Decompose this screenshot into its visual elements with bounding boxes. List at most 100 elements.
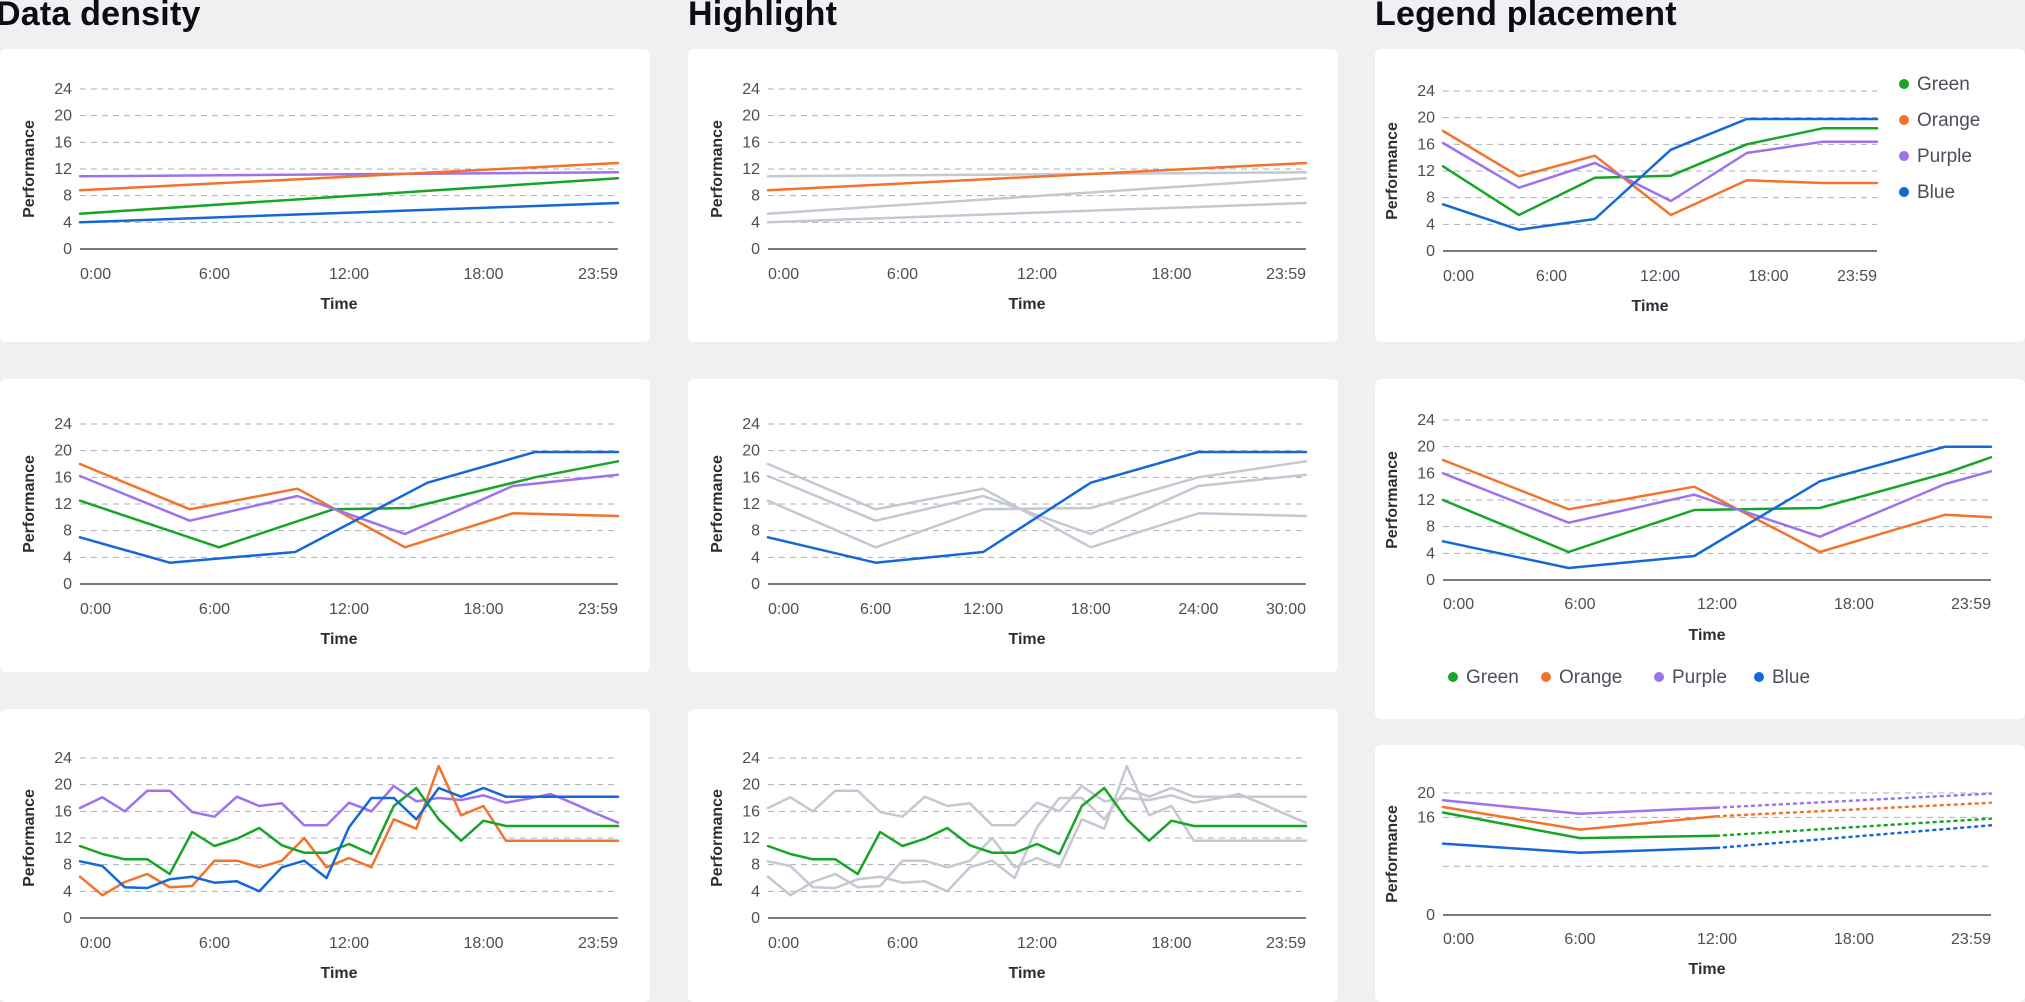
x-tick-label: 0:00 [80,601,111,618]
x-axis-title: Time [320,296,357,313]
y-tick-label: 12 [54,161,72,178]
x-tick-label: 12:00 [329,266,369,283]
x-tick-label: 0:00 [768,601,799,618]
y-tick-label: 12 [742,161,760,178]
x-tick-label: 0:00 [768,935,799,952]
y-tick-label: 16 [54,134,72,151]
y-tick-label: 20 [742,443,760,460]
x-tick-label: 18:00 [1834,931,1874,948]
chart-card-legend-side: 0 4 8 12 16 20 24 0:00 6:00 12:00 18:00 23:59 Time Pe… [1375,49,2025,342]
x-tick-label: 12:00 [1697,596,1737,613]
y-axis-title: Performance [21,455,38,553]
x-tick-label: 12:00 [1640,268,1680,285]
y-tick-label: 16 [1417,809,1435,826]
x-tick-label: 18:00 [1071,601,1111,618]
series-line-green [78,460,620,549]
chart-card-highlight-high: 0 4 8 12 16 20 24 0:00 6:00 12:00 18:00 23:59 Time Pe… [688,709,1338,1002]
legend-item-purple[interactable]: Purple [1654,667,1727,689]
chart-card-data-density-high: 0 4 8 12 16 20 24 0:00 6:00 12:00 18:00 23:59 Time Pe… [0,709,650,1002]
y-tick-label: 24 [54,750,72,767]
y-tick-label: 20 [1417,110,1435,127]
y-tick-label: 8 [751,523,760,540]
green-dot-icon [1448,671,1458,682]
legend-item-blue[interactable]: Blue [1899,182,1955,204]
series-line-orange [766,764,1308,897]
y-tick-label: 16 [742,803,760,820]
y-tick-label: 24 [742,750,760,767]
column-title-data-density: Data density [0,0,201,33]
legend-item-orange[interactable]: Orange [1899,110,1980,132]
y-tick-label: 0 [751,576,760,593]
green-dot-icon [1899,78,1909,89]
legend-item-green[interactable]: Green [1448,667,1519,689]
series-line-blue [766,450,1308,564]
x-tick-label: 18:00 [1834,596,1874,613]
legend-item-orange[interactable]: Orange [1541,667,1622,689]
x-tick-label: 6:00 [860,601,891,618]
orange-dot-icon [1541,671,1551,682]
x-tick-label: 18:00 [1748,268,1788,285]
line-chart-data-density-high: 0 4 8 12 16 20 24 0:00 6:00 12:00 18:00 23:59 Time Pe… [21,750,620,982]
y-tick-label: 0 [63,576,72,593]
y-tick-label: 24 [742,416,760,433]
y-tick-label: 12 [1417,163,1435,180]
column-title-highlight: Highlight [688,0,838,33]
series-line-green [766,177,1308,215]
y-tick-label: 8 [63,188,72,205]
legend-item-green[interactable]: Green [1899,74,1970,96]
x-tick-label: 23:59 [578,601,618,618]
y-tick-label: 20 [742,777,760,794]
y-tick-label: 4 [1426,545,1435,562]
x-tick-label: 0:00 [1443,268,1474,285]
y-tick-label: 0 [1426,907,1435,924]
x-tick-label: 6:00 [1564,931,1595,948]
y-tick-label: 0 [1426,572,1435,589]
y-axis-title: Performance [1384,122,1401,220]
y-tick-label: 4 [751,549,760,566]
legend-label: Green [1466,667,1519,688]
series-projection-green [1715,817,1993,837]
y-tick-label: 4 [751,883,760,900]
x-tick-label: 12:00 [1697,931,1737,948]
x-tick-label: 30:00 [1266,601,1306,618]
series-projection-blue [1715,824,1993,850]
y-tick-label: 12 [742,830,760,847]
y-tick-label: 16 [54,803,72,820]
x-tick-label: 6:00 [887,935,918,952]
x-tick-label: 18:00 [463,601,503,618]
y-tick-label: 0 [63,910,72,927]
y-tick-label: 20 [54,777,72,794]
y-tick-label: 20 [1417,785,1435,802]
legend-label: Orange [1917,110,1981,131]
blue-dot-icon [1754,671,1764,682]
y-tick-label: 8 [63,857,72,874]
y-tick-label: 4 [63,214,72,231]
y-tick-label: 0 [1426,243,1435,260]
x-axis-title: Time [1631,298,1668,315]
legend-item-purple[interactable]: Purple [1899,146,1972,168]
legend-item-blue[interactable]: Blue [1754,667,1810,689]
series-line-blue [78,450,620,564]
x-axis-title: Time [1008,965,1045,982]
legend-label: Orange [1559,667,1623,688]
y-tick-label: 12 [54,830,72,847]
x-tick-label: 23:59 [578,935,618,952]
y-axis-title: Performance [709,120,726,218]
y-tick-label: 12 [54,496,72,513]
line-chart-highlight-low: 0 4 8 12 16 20 24 0:00 6:00 12:00 18:00 23:59 Time Pe… [709,81,1308,313]
x-tick-label: 6:00 [199,601,230,618]
line-chart-data-density-low: 0 4 8 12 16 20 24 0:00 6:00 12:00 18:00 23:59 Time Pe… [21,81,620,313]
y-tick-label: 8 [1426,519,1435,536]
y-tick-label: 20 [54,443,72,460]
y-tick-label: 4 [63,883,72,900]
y-tick-label: 16 [1417,465,1435,482]
x-tick-label: 23:59 [578,266,618,283]
series-line-purple [78,473,620,536]
x-tick-label: 6:00 [1564,596,1595,613]
x-tick-label: 6:00 [887,266,918,283]
x-tick-label: 0:00 [80,266,111,283]
y-tick-label: 8 [751,188,760,205]
y-tick-label: 8 [63,523,72,540]
y-axis-title: Performance [709,455,726,553]
y-tick-label: 16 [1417,136,1435,153]
